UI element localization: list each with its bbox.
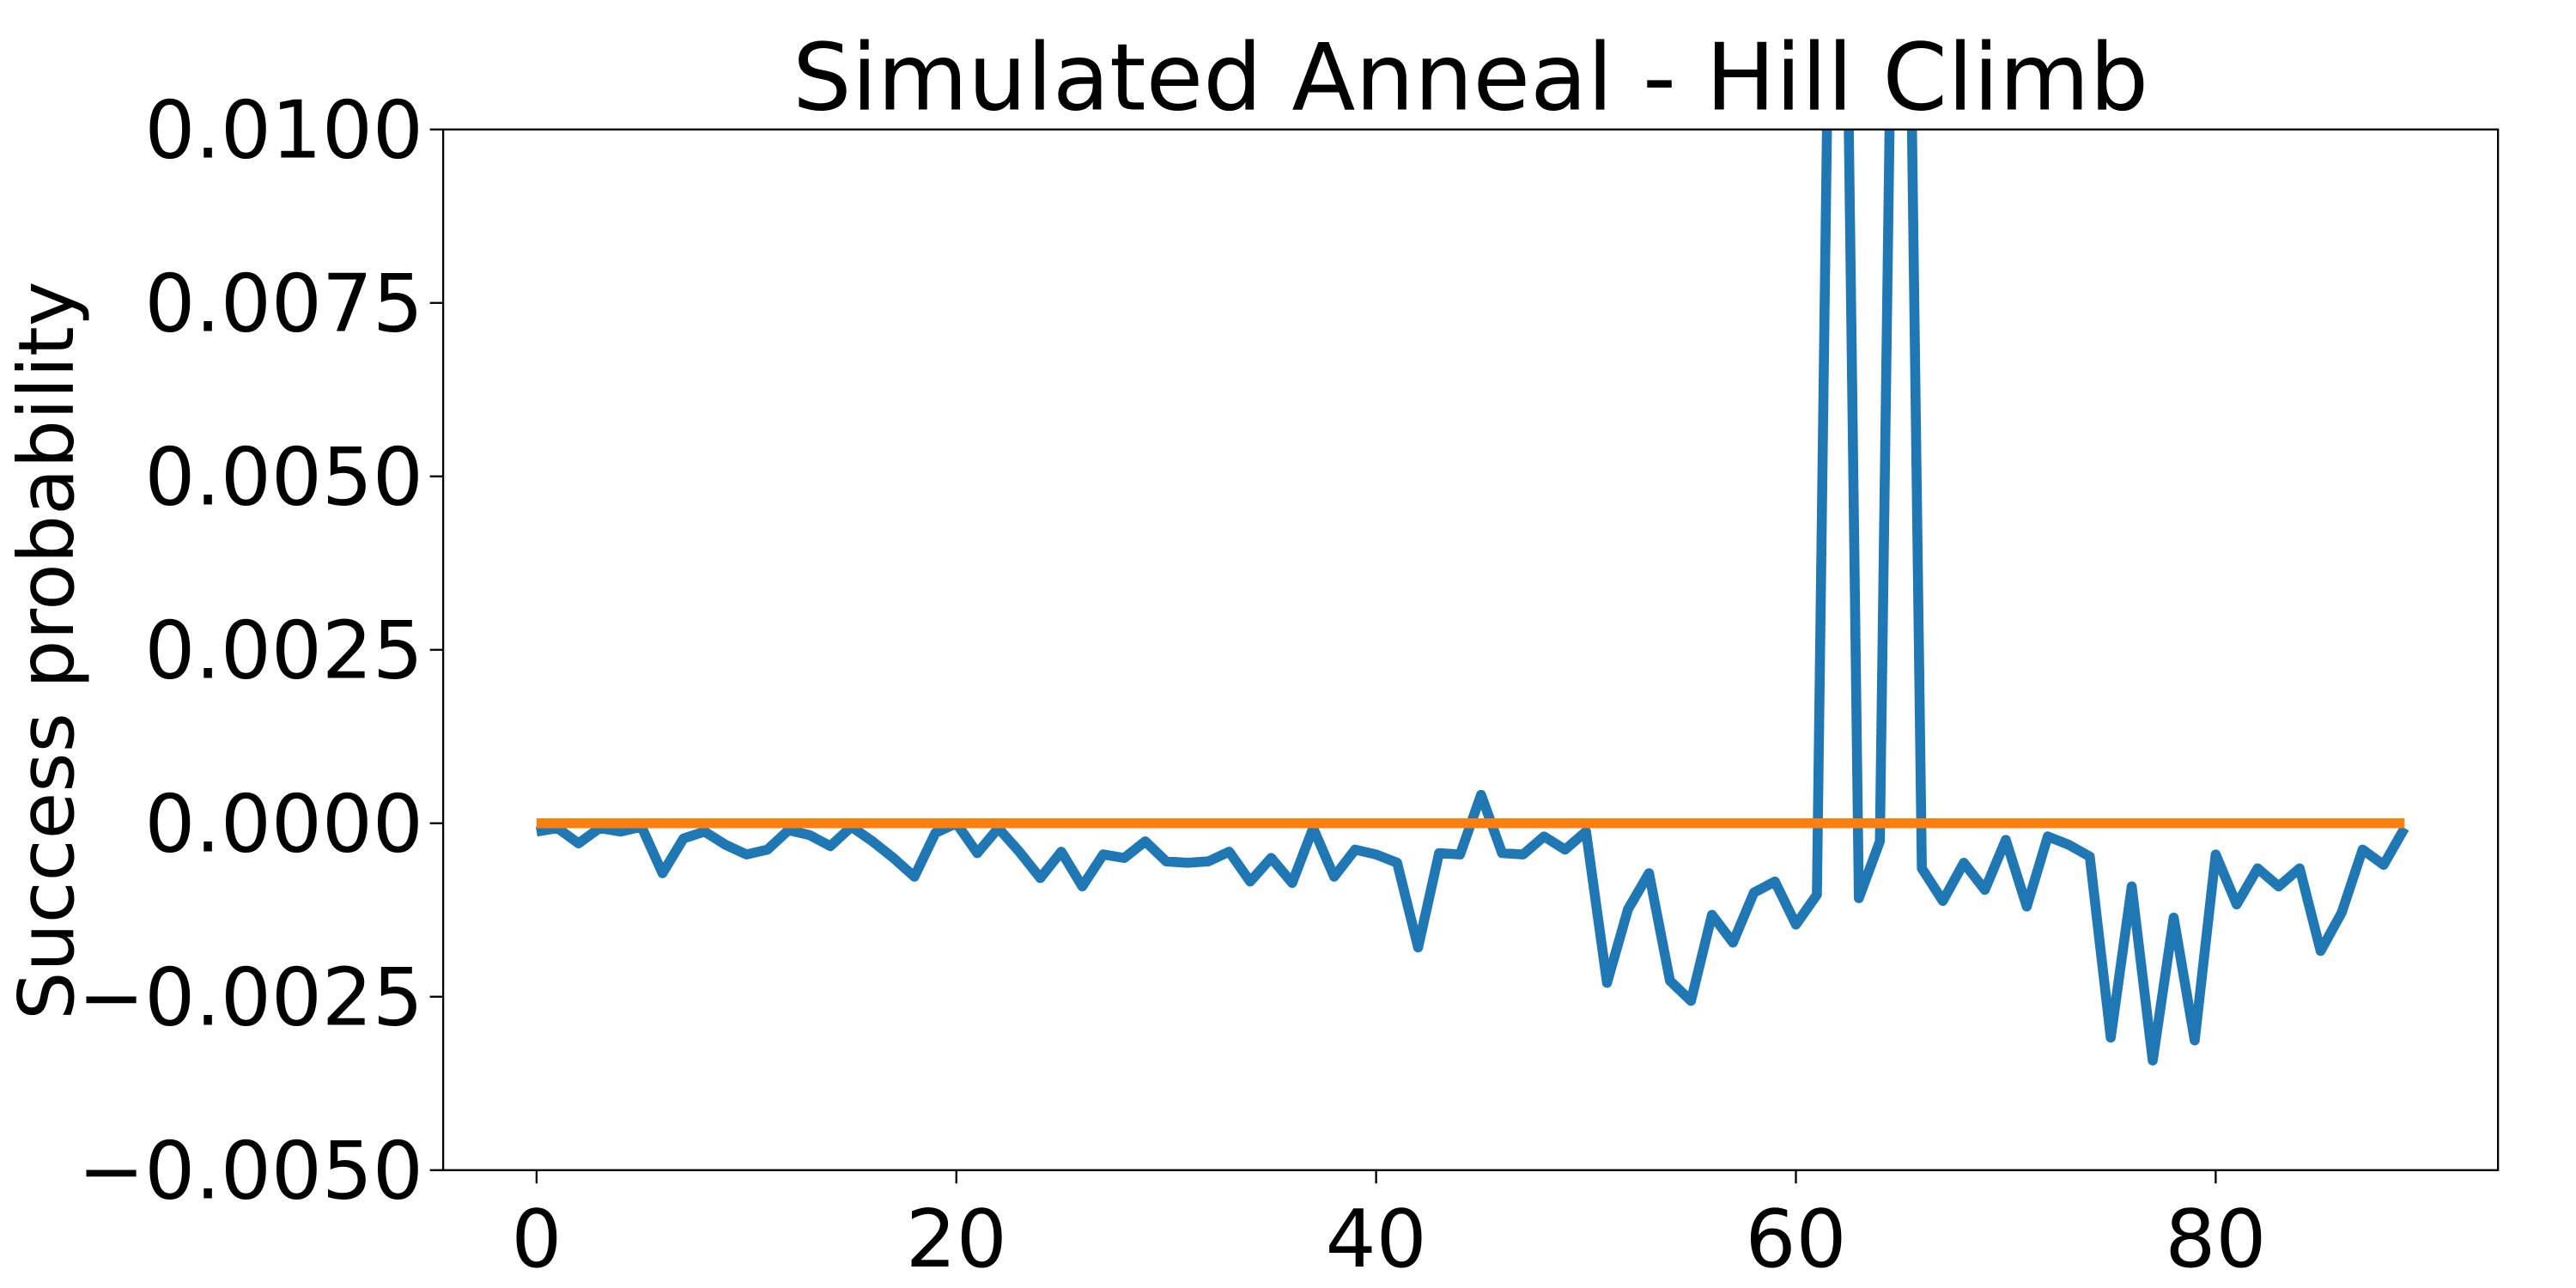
x-tick-label: 60: [1745, 1193, 1846, 1285]
y-tick-label: −0.0050: [78, 1125, 423, 1218]
data-line: [535, 129, 2409, 1066]
x-tick-label: 40: [1326, 1193, 1427, 1285]
y-tick-label: 0.0075: [144, 258, 423, 350]
y-tick-label: 0.0100: [144, 84, 423, 177]
y-tick-label: 0.0000: [144, 778, 423, 871]
y-tick-label: 0.0025: [144, 605, 423, 697]
x-tick-label: 20: [906, 1193, 1007, 1285]
y-axis-label: Success probability: [2, 281, 91, 1020]
chart-title: Simulated Anneal - Hill Climb: [793, 24, 2148, 132]
y-tick-label: 0.0050: [144, 431, 423, 524]
x-tick-label: 80: [2165, 1193, 2266, 1285]
plot-area: [535, 129, 2409, 1066]
y-tick-label: −0.0025: [78, 951, 423, 1044]
x-tick-label: 0: [511, 1193, 562, 1285]
